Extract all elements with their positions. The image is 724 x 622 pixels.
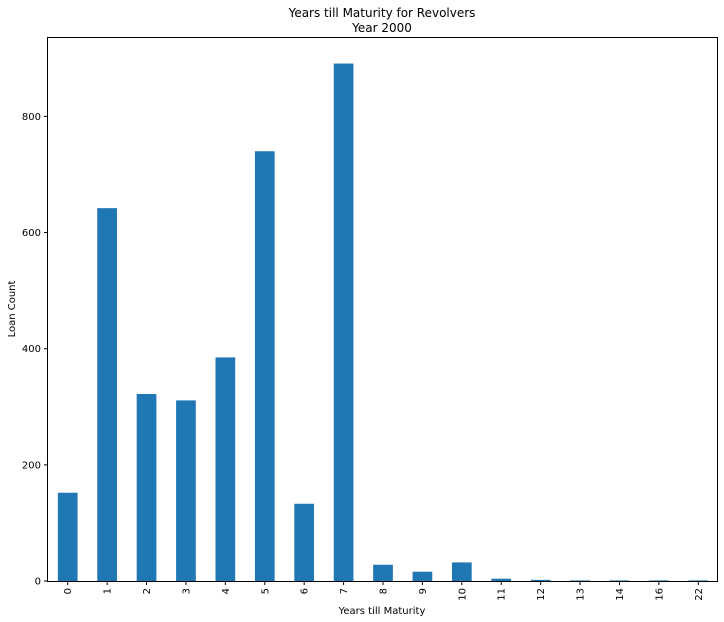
bar-5 xyxy=(254,151,275,581)
bar-22 xyxy=(688,580,709,581)
bar-13 xyxy=(570,580,590,581)
bar-3 xyxy=(176,400,196,581)
plot-frame xyxy=(47,37,718,582)
bar-4 xyxy=(215,357,236,581)
bar-8 xyxy=(373,564,393,581)
bar-9 xyxy=(412,571,433,581)
bars-group xyxy=(57,63,709,582)
x-tick-label: 1 xyxy=(103,588,114,594)
bar-16 xyxy=(649,580,669,581)
y-axis-label: Loan Count xyxy=(7,280,18,337)
x-tick-label: 13 xyxy=(576,588,587,601)
bar-11 xyxy=(491,578,512,581)
y-tick-label: 400 xyxy=(22,344,41,355)
x-tick-label: 4 xyxy=(221,588,232,594)
x-tick-label: 16 xyxy=(654,588,665,601)
x-tick-label: 3 xyxy=(181,588,192,594)
x-tick-label: 8 xyxy=(379,588,390,594)
bar-10 xyxy=(451,562,472,581)
x-ticks-group: 0 1 2 3 4 5 6 7 8 9 10 11 12 13 14 16 22 xyxy=(63,581,705,601)
bar-7 xyxy=(333,63,354,582)
chart-subtitle: Year 2000 xyxy=(351,21,412,35)
y-ticks-group: 0 200 400 600 800 xyxy=(22,112,48,588)
bar-14 xyxy=(609,580,630,581)
x-tick-label: 12 xyxy=(536,588,547,601)
x-tick-label: 10 xyxy=(457,588,468,601)
x-tick-label: 22 xyxy=(694,588,705,601)
x-tick-label: 2 xyxy=(142,588,153,594)
x-tick-label: 7 xyxy=(339,588,350,594)
x-axis-label: Years till Maturity xyxy=(338,606,426,617)
chart-title: Years till Maturity for Revolvers xyxy=(288,6,476,20)
y-tick-label: 0 xyxy=(35,577,41,588)
y-tick-label: 200 xyxy=(22,460,41,471)
bar-2 xyxy=(136,394,157,581)
x-tick-label: 5 xyxy=(260,588,271,594)
x-tick-label: 6 xyxy=(300,588,311,594)
bar-0 xyxy=(57,492,78,581)
bar-12 xyxy=(530,579,551,581)
y-tick-label: 600 xyxy=(22,228,41,239)
x-tick-label: 0 xyxy=(63,588,74,594)
bar-1 xyxy=(97,208,117,581)
bar-6 xyxy=(294,503,315,581)
y-tick-label: 800 xyxy=(22,112,41,123)
x-tick-label: 14 xyxy=(615,588,626,601)
x-tick-label: 11 xyxy=(497,588,508,601)
x-tick-label: 9 xyxy=(418,588,429,594)
